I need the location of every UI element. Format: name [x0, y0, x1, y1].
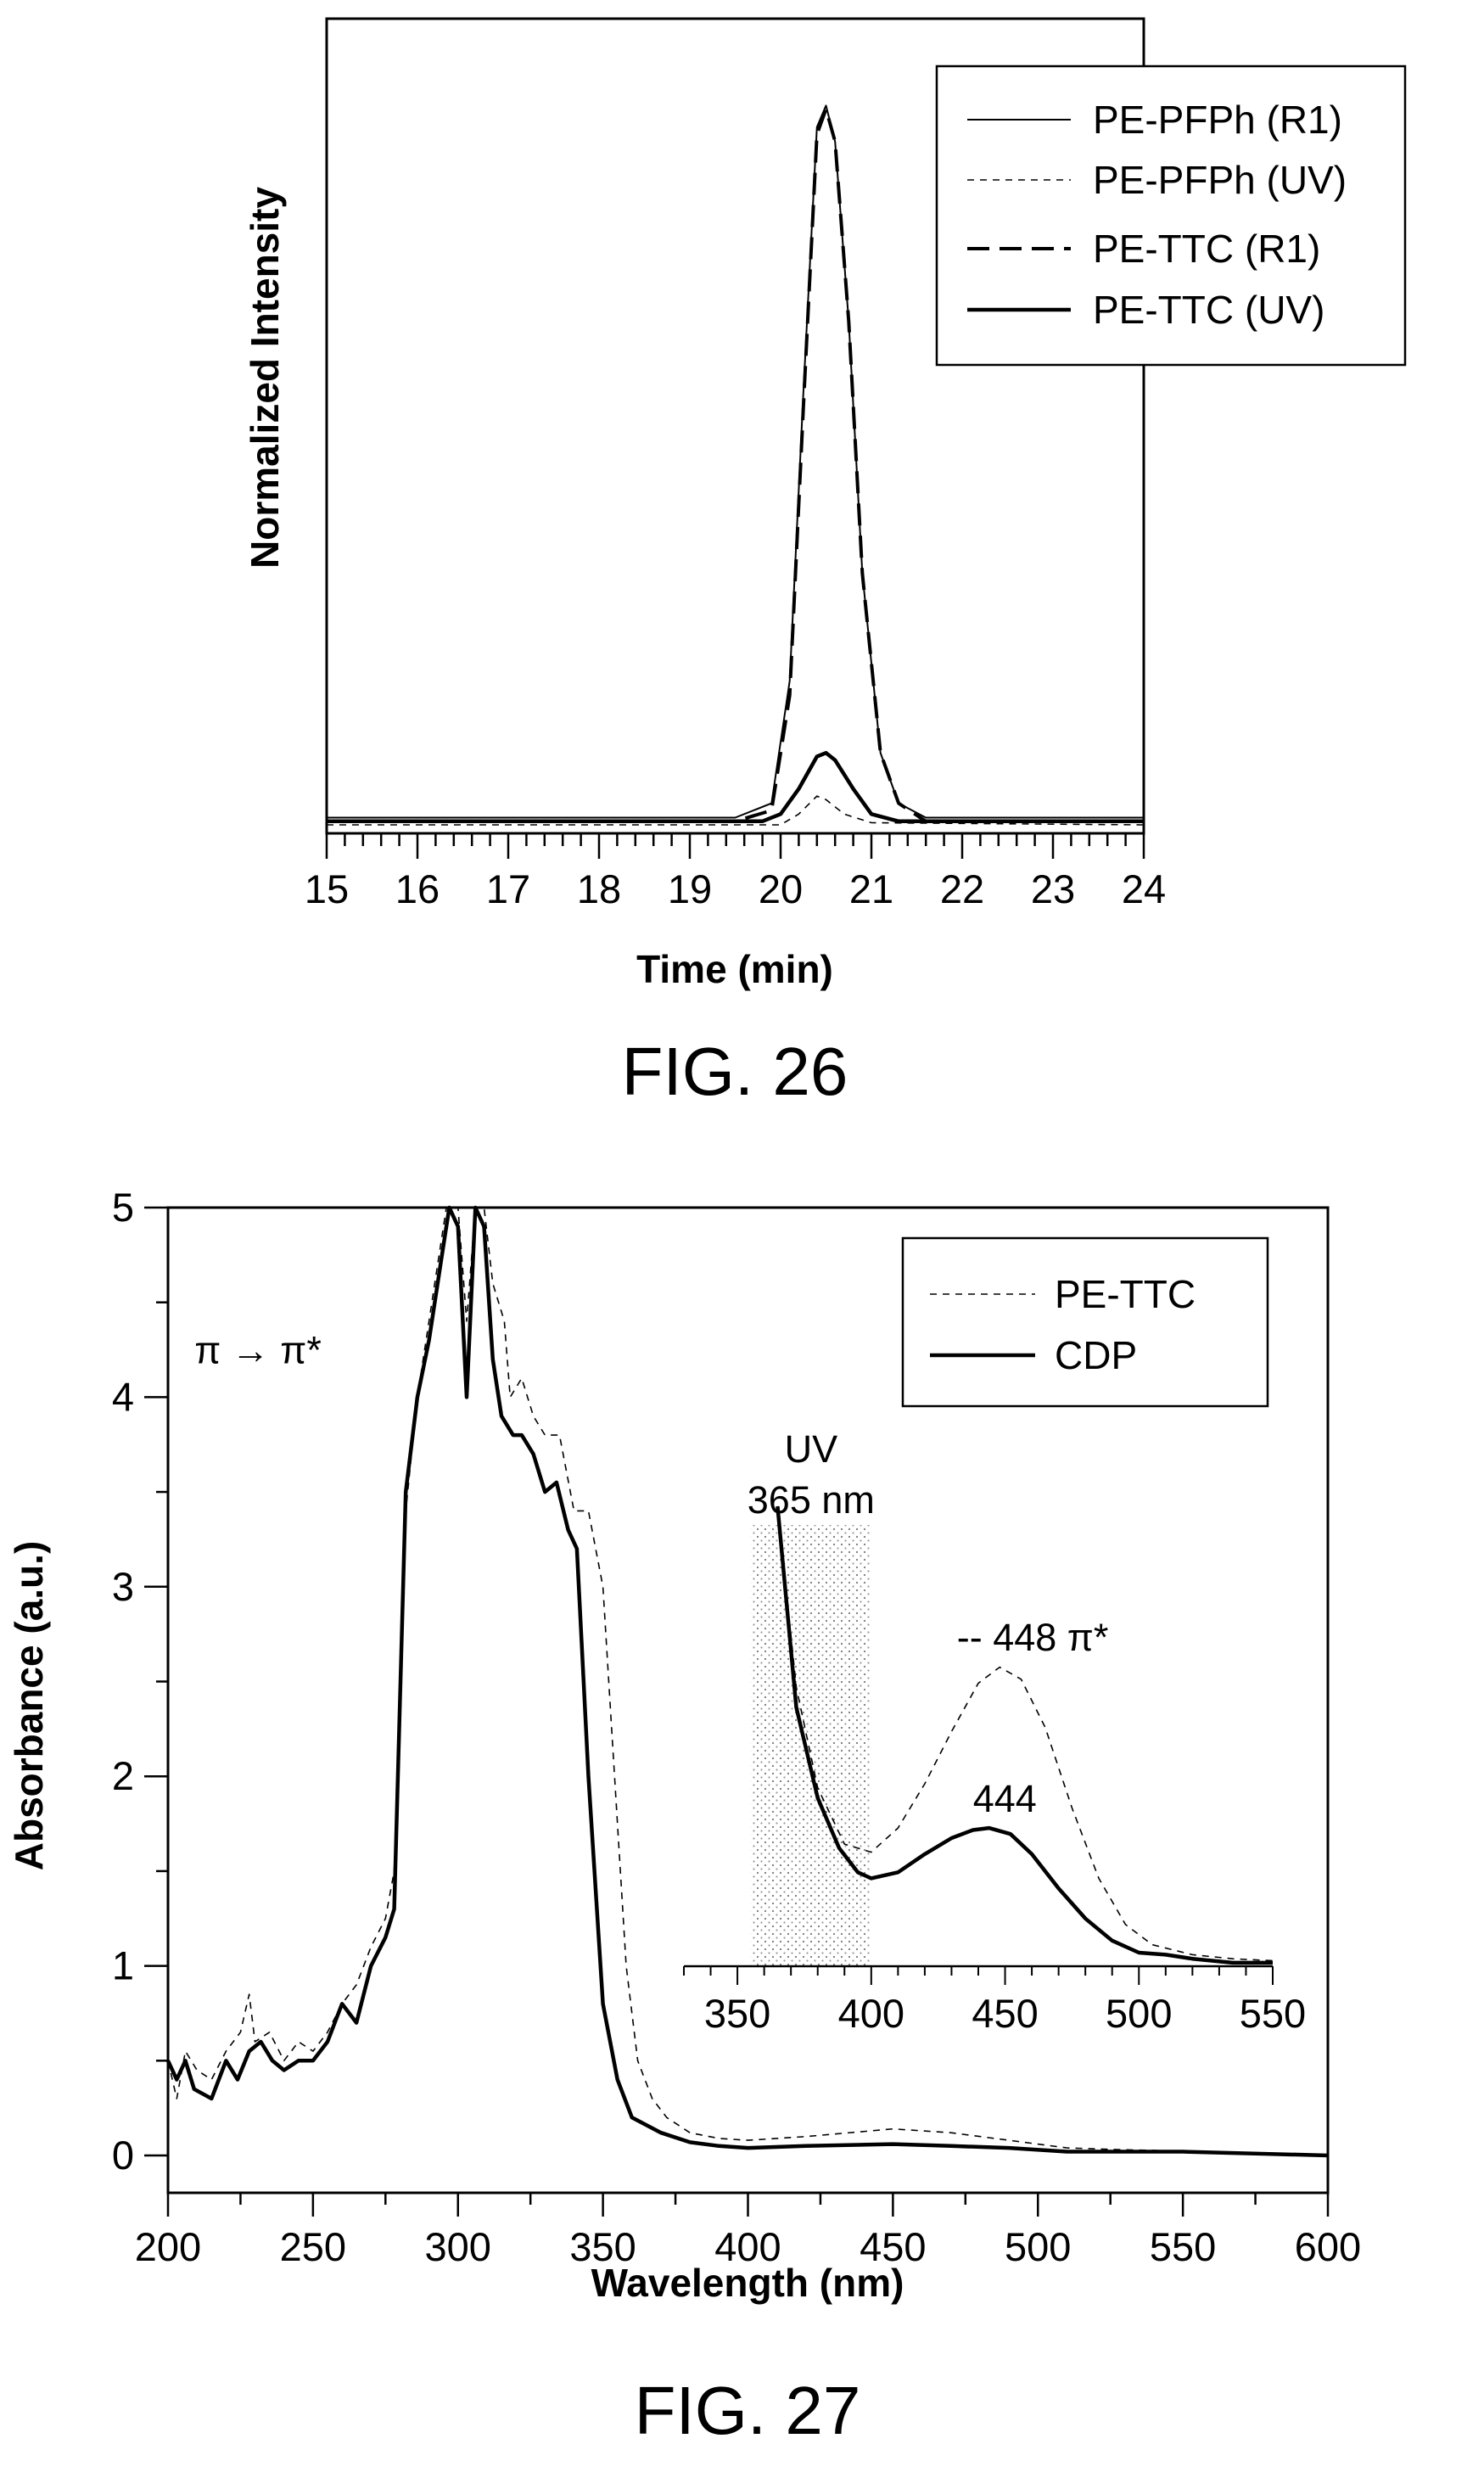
- fig27-y-tick-label: 3: [112, 1564, 134, 1609]
- fig26-x-tick-label: 23: [1031, 866, 1075, 911]
- fig26-x-tick-label: 24: [1122, 866, 1166, 911]
- fig27-y-tick-label: 2: [112, 1753, 134, 1798]
- fig26-legend: PE-PFPh (R1) PE-PFPh (UV) PE-TTC (R1) PE…: [935, 64, 1407, 367]
- fig26-plot-frame: [325, 17, 1145, 835]
- fig26-x-tick-label: 15: [305, 866, 349, 911]
- fig27-y-tick-label: 4: [112, 1374, 134, 1419]
- fig27-x-tick-label: 450: [860, 2224, 926, 2269]
- fig26-chart: 15 16 17 18 19 20 21 22 23 24 Time (min) Normaliz…: [243, 17, 1407, 1109]
- fig27-inset-tick-label: 500: [1106, 1991, 1172, 2036]
- fig27-y-tick-label: 1: [112, 1943, 134, 1988]
- fig27-x-axis-title: Wavelength (nm): [591, 2261, 904, 2305]
- fig27-inset-series-line-0: [776, 1505, 1274, 1962]
- fig27-inset-tick-label: 550: [1240, 1991, 1306, 2036]
- fig27-legend-box: [901, 1236, 1269, 1408]
- fig27-inset-axis: 350 400 450 500 550: [683, 1965, 1306, 2036]
- fig27-axis-ticks: [144, 1206, 1330, 2217]
- fig27-x-tick-label: 300: [425, 2224, 491, 2269]
- fig27-inset-series-line-1: [776, 1505, 1273, 1965]
- fig27-series-group: [165, 1205, 1329, 2158]
- fig26-caption: FIG. 26: [622, 1034, 848, 1109]
- fig27-inset-peak-448-label: -- 448 π*: [957, 1616, 1109, 1659]
- fig27-tick-labels: 200 250 300 350 400 450 500 550 600 0 1 2 3 4 5: [112, 1185, 1361, 2269]
- fig27-inset-tick-label: 450: [972, 1991, 1038, 2036]
- fig26-legend-box: [935, 64, 1407, 367]
- fig27-legend: PE-TTC CDP: [901, 1236, 1269, 1408]
- fig26-x-tick-labels: 15 16 17 18 19 20 21 22 23 24: [305, 866, 1166, 911]
- fig27-x-tick-label: 350: [569, 2224, 636, 2269]
- fig26-x-tick-label: 17: [486, 866, 530, 911]
- fig27-caption: FIG. 27: [635, 2373, 861, 2448]
- fig27-x-tick-label: 550: [1150, 2224, 1216, 2269]
- fig26-x-tick-label: 19: [668, 866, 712, 911]
- fig26-x-ticks: [325, 833, 1145, 859]
- fig27-inset-tick-label: 350: [704, 1991, 770, 2036]
- fig26-x-tick-label: 22: [940, 866, 984, 911]
- fig27-inset-series-group: [776, 1505, 1274, 1965]
- fig26-x-axis-title: Time (min): [636, 947, 833, 991]
- fig27-inset-uv-label: UV: [785, 1427, 838, 1471]
- fig26-x-tick-label: 18: [577, 866, 621, 911]
- fig27-chart: 200 250 300 350 400 450 500 550 600 0 1 2 3 4 5 350 400…: [7, 1185, 1361, 2448]
- fig26-y-axis-title: Normalized Intensity: [243, 187, 287, 569]
- fig27-y-tick-label: 0: [112, 2133, 134, 2178]
- fig27-x-tick-label: 250: [280, 2224, 346, 2269]
- fig27-inset-uv-wavelength-label: 365 nm: [748, 1478, 875, 1522]
- fig27-legend-label-1: CDP: [1055, 1333, 1137, 1377]
- fig27-y-tick-label: 5: [112, 1185, 134, 1230]
- fig26-series-group: [327, 104, 1145, 826]
- fig26-legend-label-1: PE-PFPh (UV): [1093, 158, 1347, 202]
- fig27-x-tick-label: 500: [1005, 2224, 1071, 2269]
- fig27-inset: 350 400 450 500 550 UV 365 nm -- 448 π* 444: [683, 1427, 1306, 2036]
- fig26-x-tick-label: 20: [759, 866, 803, 911]
- fig27-y-axis-title: Absorbance (a.u.): [7, 1541, 51, 1871]
- fig26-series-line-2: [327, 107, 1144, 823]
- fig27-inset-peak-444-label: 444: [973, 1777, 1037, 1820]
- fig27-x-tick-label: 400: [714, 2224, 781, 2269]
- fig26-x-tick-label: 21: [849, 866, 893, 911]
- fig27-legend-label-0: PE-TTC: [1055, 1272, 1196, 1316]
- fig27-inset-uv-shade: [750, 1525, 871, 1966]
- fig26-legend-label-2: PE-TTC (R1): [1093, 227, 1320, 271]
- fig26-legend-label-3: PE-TTC (UV): [1093, 288, 1324, 332]
- fig27-series-line-0: [167, 1207, 1329, 2156]
- fig26-legend-label-0: PE-PFPh (R1): [1093, 98, 1342, 142]
- fig27-x-tick-label: 600: [1295, 2224, 1361, 2269]
- fig27-x-tick-label: 200: [135, 2224, 201, 2269]
- fig26-series-line-3: [327, 750, 1144, 824]
- fig27-series-line-1: [165, 1205, 1329, 2158]
- fig26-x-tick-label: 16: [395, 866, 440, 911]
- fig27-inset-tick-label: 400: [838, 1991, 904, 2036]
- fig27-pi-transition-label: π → π*: [194, 1329, 322, 1372]
- fig27-inset-uv-region: [750, 1525, 871, 1966]
